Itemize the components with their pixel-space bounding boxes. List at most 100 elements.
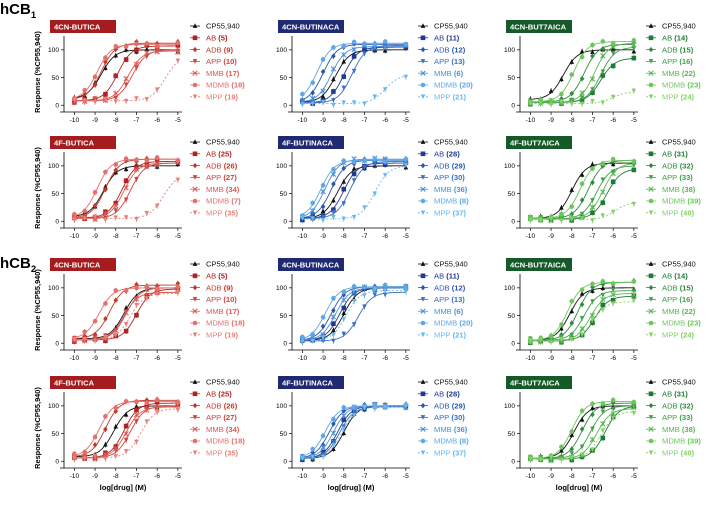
data-point [600, 428, 606, 433]
legend-name: APP [434, 295, 449, 304]
data-point [134, 96, 139, 101]
data-point [631, 298, 637, 303]
legend-name: ADB [662, 45, 678, 54]
data-point [331, 338, 336, 344]
axes: -10 -9 -8 -7 -6 -5 0 50 100 [276, 274, 410, 362]
legend-item: MDMB (39) [646, 197, 701, 206]
data-point [610, 41, 616, 46]
data-point [144, 50, 150, 56]
legend-name: MPP [434, 93, 450, 102]
data-point [351, 299, 357, 304]
legend-item: MPP (35) [190, 209, 239, 218]
legend-item: MDMB (20) [418, 319, 473, 328]
legend-marker [420, 450, 426, 456]
legend-item: MPP (21) [418, 331, 467, 340]
legend-marker [420, 308, 426, 314]
x-tick-label: -7 [362, 473, 368, 480]
legend-label: CP55,940 [206, 378, 240, 387]
data-point [351, 284, 357, 289]
data-point [600, 213, 606, 219]
data-point [144, 293, 150, 298]
legend-item: MMB (34) [190, 185, 240, 194]
legend-label: CP55,940 [434, 260, 468, 269]
series-curve [530, 159, 634, 219]
data-point [569, 429, 575, 434]
data-point [600, 401, 606, 406]
x-tick-label: -6 [610, 117, 616, 124]
data-point [341, 216, 347, 222]
data-point [320, 323, 326, 330]
legend-label: MMB (17) [206, 307, 240, 316]
legend-marker [648, 415, 654, 420]
data-point [320, 208, 326, 214]
legend-label: MDMB (39) [662, 197, 701, 206]
x-tick-label: -6 [610, 355, 616, 362]
legend-item: MPP (24) [646, 331, 695, 340]
data-point [579, 316, 585, 321]
legend-name: ADB [206, 401, 222, 410]
legend-marker [192, 162, 198, 169]
data-point [590, 99, 595, 104]
data-point [320, 93, 326, 99]
legend-name: AB [206, 390, 216, 399]
legend-marker [420, 82, 426, 88]
data-point [610, 51, 616, 56]
legend-name: AB [662, 390, 672, 399]
data-point [144, 296, 150, 301]
x-tick-label: -10 [70, 473, 80, 480]
data-point [123, 75, 129, 82]
data-point [331, 210, 336, 215]
legend-label: AB (5) [206, 272, 228, 281]
series-curve [74, 178, 179, 219]
series-mpp [300, 287, 409, 345]
legend-item: MMB (38) [646, 185, 696, 194]
legend-marker [192, 332, 198, 338]
x-tick-label: -6 [154, 355, 160, 362]
legend-label: MMB (6) [434, 69, 464, 78]
data-point [300, 215, 305, 221]
legend-label: CP55,940 [434, 22, 468, 31]
legend-item: MPP (19) [190, 93, 239, 102]
legend-item: CP55,940 [646, 260, 696, 269]
legend-name: APP [434, 57, 449, 66]
legend-marker [648, 175, 654, 180]
legend-compound-id: (39) [685, 197, 701, 206]
data-point [144, 419, 150, 425]
data-point [310, 446, 316, 452]
legend-marker [192, 175, 198, 180]
x-tick-label: -6 [610, 233, 616, 240]
data-point [175, 407, 181, 413]
data-point [103, 414, 108, 419]
legend-name: MDMB [206, 81, 229, 90]
legend-name: APP [434, 173, 449, 182]
legend-marker [420, 320, 426, 326]
x-axis-label: log[drug] (M) [556, 483, 603, 492]
data-point [579, 48, 585, 54]
chart-panel-hcb2-4f-but7aica: 4F-BUT7AICA -10 -9 -8 -7 -6 -5 0 50 100 log[drug] … [504, 376, 701, 492]
legend-item: MPP (35) [190, 449, 239, 458]
legend-compound-id: (18) [229, 81, 245, 90]
data-point [362, 41, 367, 46]
legend-marker [192, 82, 198, 88]
data-point [133, 166, 140, 172]
data-point [579, 216, 585, 221]
chart-panel-hcb2-4cn-butinaca: 4CN-BUTINACA -10 -9 -8 -7 -6 -5 0 50 100 CP55,940 A… [276, 258, 473, 362]
series-curve [530, 202, 634, 221]
x-tick-label: -10 [70, 233, 80, 240]
data-point [548, 102, 554, 108]
y-tick-label: 0 [55, 341, 59, 348]
data-point [351, 46, 357, 53]
legend-marker [192, 261, 198, 266]
series-app [72, 288, 181, 344]
data-point [382, 404, 388, 410]
series-mpp [300, 402, 409, 461]
data-point [134, 216, 139, 222]
data-point [351, 214, 357, 220]
legend-compound-id: (25) [216, 150, 232, 159]
legend-item: APP (16) [646, 295, 693, 304]
data-point [589, 76, 596, 82]
data-point [103, 301, 108, 306]
x-tick-label: -5 [175, 473, 181, 480]
legend-item: AB (14) [646, 34, 688, 43]
